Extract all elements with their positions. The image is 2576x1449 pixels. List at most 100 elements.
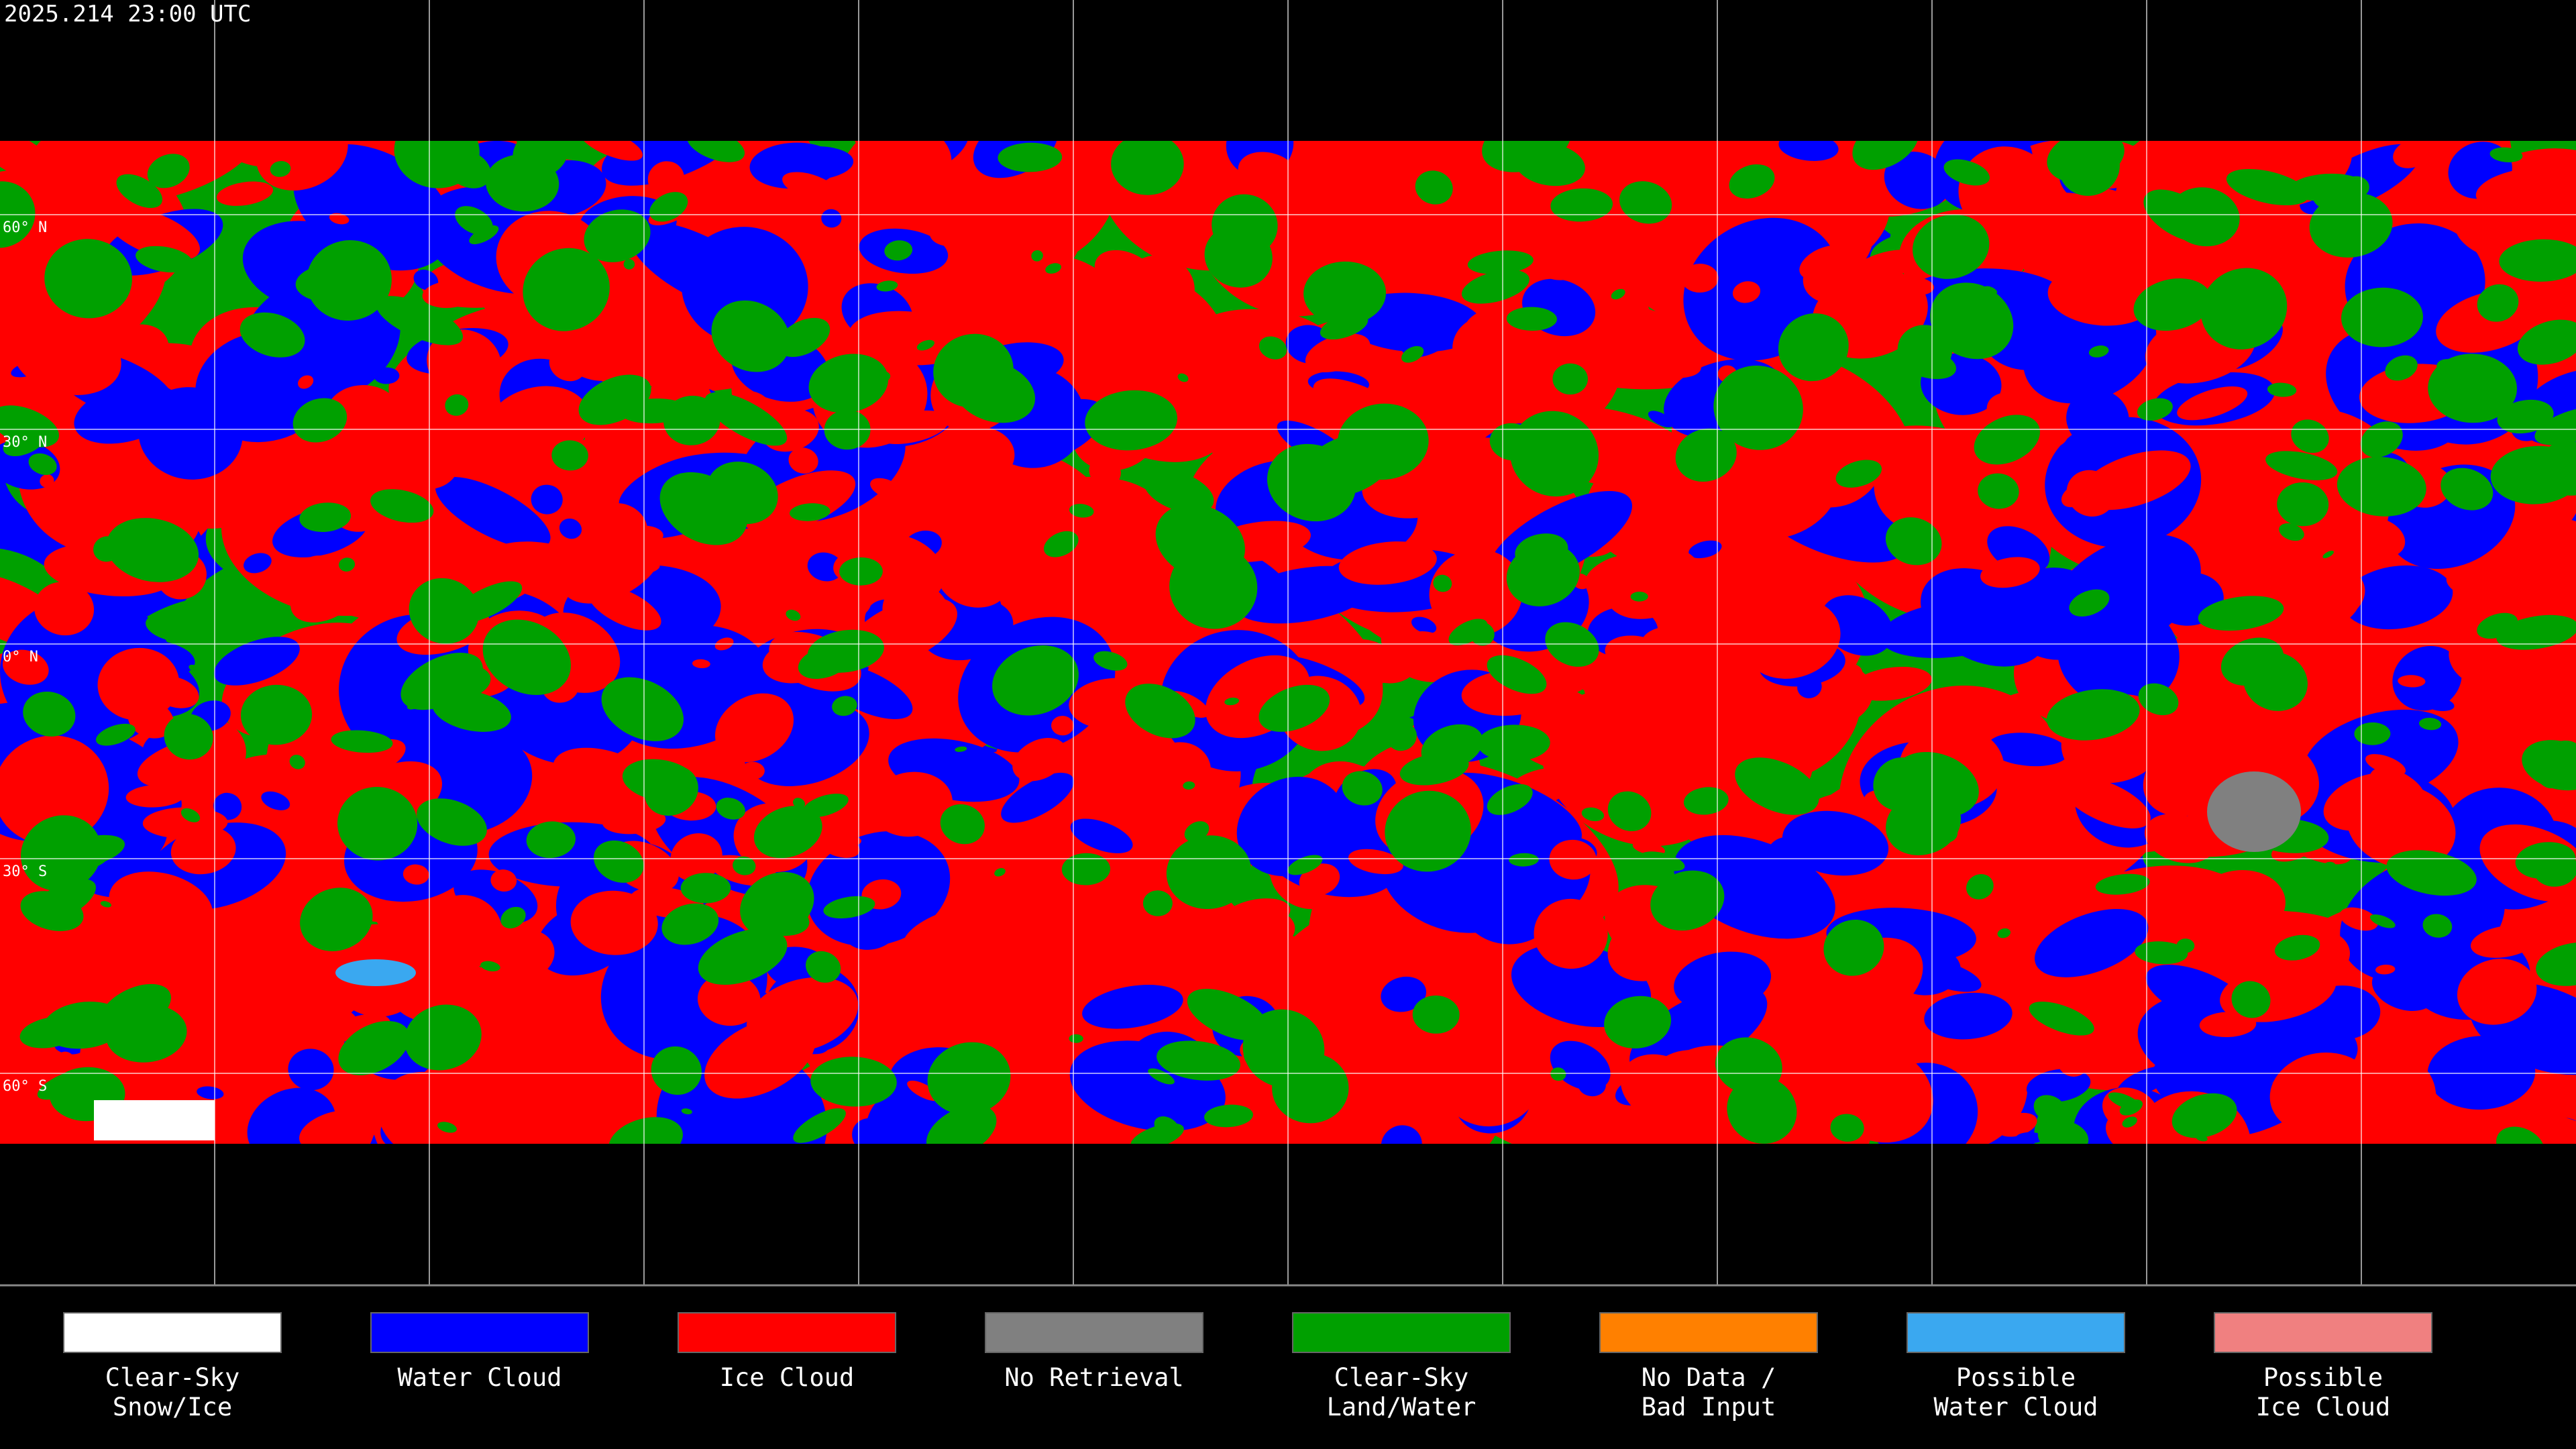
cloud-patch (480, 961, 500, 971)
cloud-patch (1550, 1040, 1611, 1091)
cloud-patch (1640, 626, 1733, 688)
cloud-patch (164, 714, 213, 760)
cloud-patch (663, 395, 720, 445)
cloud-patch (2323, 772, 2415, 831)
cloud-patch (2392, 645, 2462, 711)
cloud-patch (427, 329, 502, 396)
cloud-patch (1619, 181, 1672, 224)
legend-label: Water Cloud (1933, 1393, 2098, 1421)
timestamp: 2025.214 23:00 UTC (4, 1, 251, 28)
cloud-patch (1381, 1125, 1422, 1144)
cloud-patch (681, 1108, 692, 1115)
cloud-patch (28, 453, 57, 475)
cloud-patch (422, 895, 502, 971)
cloud-patch (1461, 270, 1529, 304)
cloud-patch (1515, 533, 1568, 569)
cloud-patch (106, 518, 199, 582)
cloud-patch (2177, 386, 2248, 421)
cloud-patch (526, 821, 576, 858)
cloud-patch (214, 588, 263, 618)
cloud-patch (623, 259, 635, 270)
cloud-patch (514, 622, 551, 640)
cloud-patch (2470, 925, 2538, 958)
legend-label: Water Cloud (397, 1363, 561, 1392)
cloud-patch (2479, 678, 2501, 690)
cloud-patch (2200, 521, 2292, 568)
cloud-patch (992, 645, 1079, 716)
cloud-patch (2034, 908, 2149, 977)
cloud-patch (306, 240, 392, 321)
cloud-patch (559, 518, 582, 539)
cloud-patch (994, 868, 1006, 877)
cloud-patch (839, 557, 883, 586)
cloud-patch (1899, 347, 1957, 380)
cloud-patch (2436, 359, 2469, 381)
cloud-patch (2339, 907, 2378, 931)
cloud-patch (1675, 428, 1737, 482)
cloud-patch (2536, 942, 2576, 986)
cloud-patch (1224, 697, 1240, 706)
cloud-patch (1148, 1068, 1175, 1085)
cloud-patch (37, 1069, 95, 1100)
cloud-patch (1122, 255, 1195, 322)
cloud-patch (1932, 517, 2010, 576)
cloud-patch (2291, 419, 2329, 453)
cloud-patch (1884, 152, 1951, 209)
cloud-patch (2446, 572, 2502, 602)
cloud-patch (1415, 941, 1458, 977)
cloud-patch (1632, 841, 1666, 855)
cloud-patch (422, 280, 477, 309)
cloud-patch (788, 447, 818, 474)
cloud-patch (1947, 468, 1970, 480)
cloud-patch (1549, 839, 1597, 880)
cloud-patch (136, 246, 193, 273)
cloud-patch (1448, 619, 1488, 646)
cloud-patch (2489, 147, 2523, 162)
cloud-patch (147, 154, 190, 189)
cloud-patch (100, 901, 111, 908)
cloud-patch (1732, 281, 1761, 303)
cloud-patch (2061, 775, 2151, 828)
latitude-label: 30° N (3, 434, 47, 451)
cloud-patch (2047, 689, 2140, 741)
cloud-patch (2265, 451, 2338, 480)
cloud-patch (1581, 807, 1605, 822)
cloud-patch (936, 545, 1011, 608)
cloud-patch (1987, 733, 2069, 767)
cloud-patch (1727, 1076, 1797, 1144)
cloud-patch (197, 1086, 224, 1099)
cloud-patch (125, 784, 185, 808)
cloud-patch (870, 478, 903, 499)
cloud-patch (2066, 389, 2129, 449)
cloud-patch (714, 693, 794, 763)
cloud-patch (955, 746, 967, 752)
cloud-patch (856, 141, 952, 197)
cloud-patch (2322, 550, 2334, 559)
cloud-patch (376, 296, 464, 345)
cloud-patch (1980, 557, 2040, 588)
cloud-patch (1852, 141, 1919, 170)
cloud-patch (1051, 716, 1074, 736)
cloud-patch (288, 1049, 334, 1091)
cloud-patch (2375, 964, 2396, 975)
cloud-patch (2276, 148, 2304, 164)
cloud-patch (1467, 250, 1534, 274)
cloud-patch (1338, 541, 1437, 585)
cloud-patch (244, 553, 272, 574)
cloud-patch (1244, 533, 1271, 551)
cloud-patch (876, 280, 898, 292)
cloud-patch (2200, 268, 2288, 350)
cloud-patch (2365, 754, 2406, 776)
cloud-patch (861, 1008, 877, 1016)
cloud-patch (1070, 818, 1133, 853)
cloud-patch (1401, 345, 1424, 363)
cloud-patch (852, 1118, 893, 1144)
cloud-patch (549, 347, 586, 382)
cloud-patch (2343, 176, 2369, 199)
legend-swatch (63, 1312, 282, 1353)
cloud-patch (1648, 411, 1674, 428)
cloud-patch (601, 677, 684, 741)
cloud-patch (733, 856, 756, 875)
cloud-patch (1031, 250, 1043, 262)
